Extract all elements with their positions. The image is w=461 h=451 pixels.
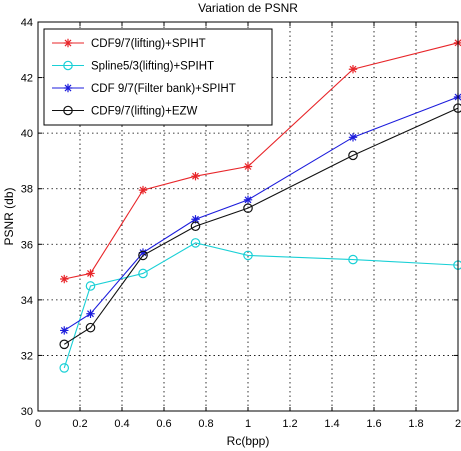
legend-box (43, 28, 273, 126)
data-point (453, 92, 461, 102)
legend-item: Spline5/3(lifting)+SPIHT (52, 61, 214, 73)
x-tick-label: 2 (455, 418, 461, 430)
data-point (85, 322, 96, 333)
legend-label: CDF9/7(lifting)+SPIHT (91, 38, 206, 50)
y-tick-label: 34 (21, 295, 33, 307)
data-point (191, 215, 200, 224)
data-point (243, 195, 253, 205)
data-point (85, 281, 96, 291)
legend-label: CDF9/7(lifting)+EZW (91, 106, 198, 118)
y-tick-label: 36 (21, 239, 33, 251)
data-point (348, 254, 358, 265)
x-tick-label: 0.6 (156, 418, 171, 430)
x-axis-title: Rc(bpp) (227, 434, 270, 448)
data-point (348, 65, 358, 74)
data-point (138, 185, 148, 195)
legend-marker (63, 60, 73, 71)
legend-marker (63, 83, 73, 93)
grid (37, 21, 459, 412)
legend: CDF9/7(lifting)+SPIHT Spline5/3(lifting)+… (43, 28, 273, 126)
legend-label: Spline5/3(lifting)+SPIHT (91, 61, 214, 73)
legend-marker (63, 38, 73, 48)
data-point (191, 172, 200, 181)
data-point (243, 250, 253, 261)
data-point (60, 326, 69, 335)
data-point (243, 203, 253, 213)
series-line (63, 96, 459, 331)
data-point (243, 162, 253, 171)
data-point (138, 250, 148, 261)
series-line (63, 107, 459, 345)
data-point (86, 309, 95, 318)
legend-item: CDF9/7(lifting)+EZW (52, 106, 198, 118)
x-tick-label: 0.8 (198, 418, 213, 430)
x-tick-label: 1.4 (324, 418, 339, 430)
data-point (59, 363, 70, 373)
y-tick-label: 38 (21, 184, 33, 196)
axis-ticks: 0 0.2 0.4 0.6 0.8 1 1.2 1.4 1.6 1.8 2 30 32 34 36 38 40 4… (21, 17, 461, 430)
series-2 (60, 92, 461, 335)
series-line (63, 242, 459, 369)
y-tick-label: 40 (21, 128, 33, 140)
y-axis-title: PSNR (db) (2, 187, 16, 245)
x-tick-label: 0.2 (72, 418, 87, 430)
data-point (138, 248, 148, 257)
data-point (86, 269, 95, 278)
x-tick-label: 0 (35, 418, 41, 430)
data-point (348, 133, 358, 142)
chart-title: Variation de PSNR (198, 1, 298, 15)
legend-marker (63, 105, 73, 116)
series-1 (59, 238, 461, 373)
x-tick-label: 1.6 (366, 418, 381, 430)
legend-item: CDF9/7(lifting)+SPIHT (52, 38, 206, 50)
legend-label: CDF 9/7(Filter bank)+SPIHT (91, 83, 236, 95)
x-tick-label: 1 (245, 418, 251, 430)
data-point (348, 150, 358, 161)
data-point (190, 221, 201, 232)
data-point (59, 339, 70, 350)
y-tick-label: 30 (21, 406, 33, 418)
x-tick-label: 1.2 (282, 418, 297, 430)
data-point (190, 238, 201, 248)
y-tick-label: 44 (21, 17, 33, 29)
legend-item: CDF 9/7(Filter bank)+SPIHT (52, 83, 236, 95)
data-point (138, 268, 148, 279)
x-tick-label: 1.8 (408, 418, 423, 430)
y-tick-label: 32 (21, 350, 33, 362)
data-point (60, 274, 69, 284)
data-point (453, 38, 461, 48)
y-tick-label: 42 (21, 73, 33, 85)
x-tick-label: 0.4 (114, 418, 129, 430)
